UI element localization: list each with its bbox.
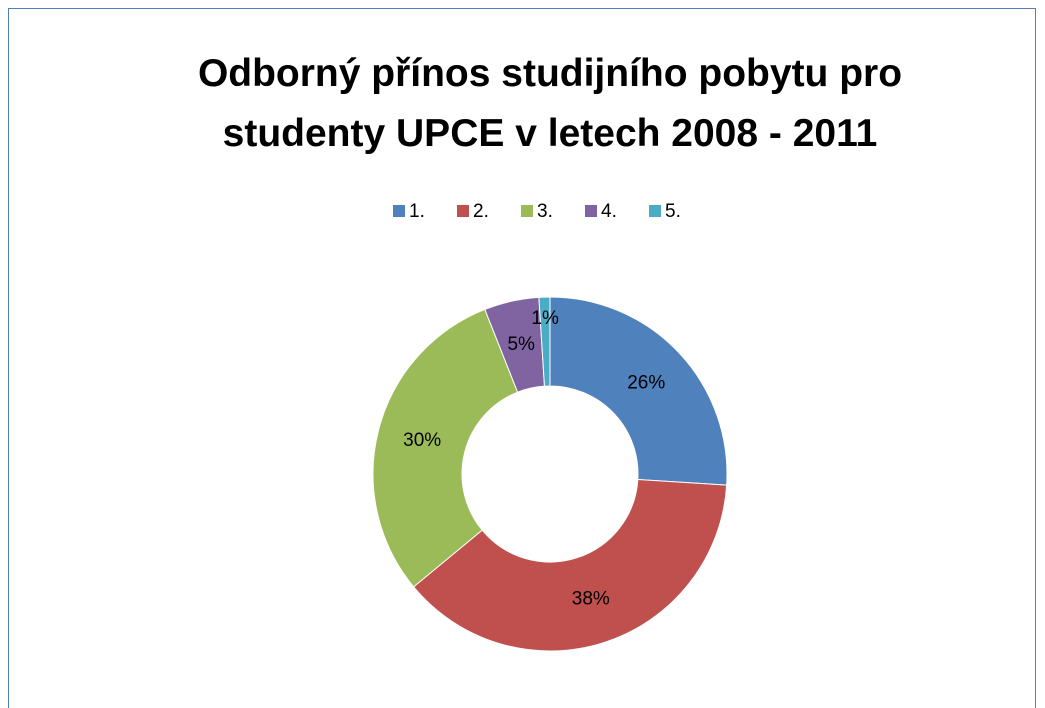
data-label: 5% (507, 334, 535, 355)
legend-swatch (649, 205, 661, 217)
data-label: 30% (403, 430, 441, 451)
legend-label: 2. (473, 201, 489, 222)
legend-swatch (393, 205, 405, 217)
legend-swatch (521, 205, 533, 217)
legend-label: 5. (665, 201, 681, 222)
data-label: 26% (627, 373, 665, 394)
legend-label: 3. (537, 201, 553, 222)
legend-swatch (585, 205, 597, 217)
donut-segment (412, 478, 728, 652)
chart-title: Odborný přínos studijního pobytu pro stu… (197, 52, 903, 155)
data-label: 38% (572, 589, 610, 610)
chart-frame (8, 8, 1036, 708)
legend-label: 4. (601, 201, 617, 222)
data-label: 1% (531, 308, 559, 329)
legend-swatch (457, 205, 469, 217)
donut-segment (372, 308, 519, 588)
donut-segment (549, 296, 728, 486)
donut-segment (538, 296, 551, 387)
legend-label: 1. (409, 201, 425, 222)
